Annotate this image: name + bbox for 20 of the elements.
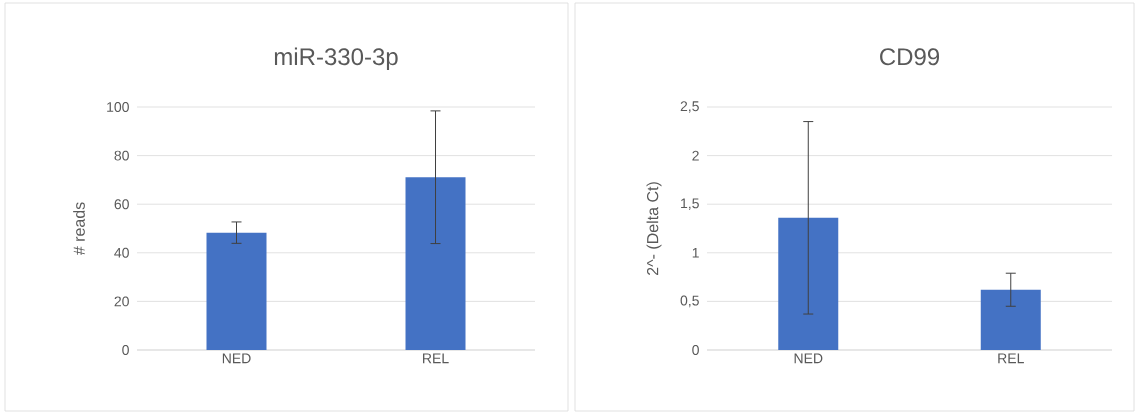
y-axis-title: # reads	[73, 202, 85, 256]
y-tick-label: 100	[107, 102, 129, 112]
x-tick-label: NED	[794, 353, 823, 364]
y-tick-label: 0,5	[680, 295, 699, 308]
chart-title: CD99	[880, 48, 940, 66]
x-tick-label: REL	[998, 353, 1024, 364]
y-tick-label: 40	[114, 247, 129, 258]
x-tick-label: NED	[222, 353, 251, 364]
y-tick-label: 2,5	[680, 101, 699, 113]
y-tick-label: 20	[114, 296, 129, 307]
x-tick-label: REL	[423, 353, 449, 364]
y-tick-label: 80	[114, 150, 129, 161]
y-tick-label: 1,5	[681, 198, 699, 210]
y-tick-label: 60	[114, 199, 129, 210]
y-tick-label: 0	[122, 345, 129, 355]
y-axis-title: 2^- (Delta Ct)	[646, 182, 662, 276]
y-tick-label: 2	[692, 150, 699, 161]
y-tick-label: 0	[692, 345, 699, 355]
chart-title: miR-330-3p	[274, 47, 398, 70]
y-tick-label: 1	[692, 247, 699, 258]
